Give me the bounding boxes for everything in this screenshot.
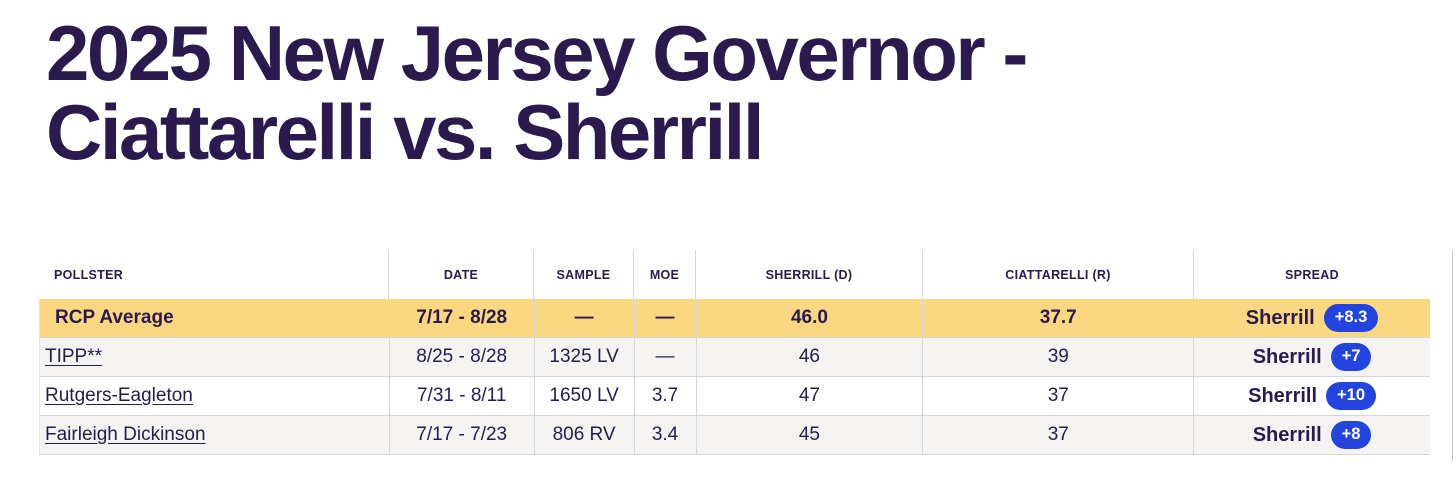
sherrill-result-cell: 45 (695, 416, 923, 454)
sample-cell: 806 RV (533, 416, 634, 454)
column-header-pollster: POLLSTER (54, 267, 124, 282)
column-header-sample: SAMPLE (533, 250, 633, 299)
page-title: 2025 New Jersey Governor - Ciattarelli v… (46, 9, 1028, 176)
moe-cell: 3.4 (633, 416, 696, 454)
pollster-link[interactable]: Fairleigh Dickinson (45, 424, 206, 445)
column-header-spread: SPREAD (1193, 250, 1430, 299)
column-header-sherrill-d: SHERRILL (D) (695, 250, 922, 299)
date-cell: 7/17 - 7/23 (388, 416, 534, 454)
sample-cell: 1325 LV (533, 338, 634, 376)
table-body: RCP Average 7/17 - 8/28 — — 46.0 37.7 Sh… (39, 299, 1430, 455)
date-cell: 7/17 - 8/28 (388, 299, 534, 337)
spread-leader-label: Sherrill (1245, 306, 1315, 329)
pollster-name: RCP Average (55, 307, 174, 328)
sherrill-result-cell: 46 (695, 338, 923, 376)
ciattarelli-result-cell: 37 (922, 377, 1193, 415)
spread-cell: Sherrill +8.3 (1193, 299, 1430, 337)
rcp-average-row: RCP Average 7/17 - 8/28 — — 46.0 37.7 Sh… (40, 299, 1430, 338)
column-header-ciattarelli-r: CIATTARELLI (R) (922, 250, 1193, 299)
moe-cell: — (633, 299, 696, 337)
poll-row: TIPP** 8/25 - 8/28 1325 LV — 46 39 Sherr… (40, 338, 1430, 377)
page-title-line2: Ciattarelli vs. Sherrill (46, 88, 765, 176)
pollster-link[interactable]: Rutgers-Eagleton (45, 385, 193, 406)
date-cell: 7/31 - 8/11 (388, 377, 534, 415)
sherrill-result-cell: 46.0 (695, 299, 923, 337)
spread-badge: +8 (1330, 421, 1372, 449)
spread-cell: Sherrill +8 (1193, 416, 1430, 454)
pollster-cell: RCP Average (40, 299, 389, 337)
table-right-edge-divider (1452, 250, 1453, 461)
spread-leader-label: Sherrill (1252, 345, 1322, 368)
poll-row: Fairleigh Dickinson 7/17 - 7/23 806 RV 3… (40, 416, 1430, 455)
moe-cell: — (633, 338, 696, 376)
spread-badge: +10 (1326, 382, 1377, 410)
page-title-line1: 2025 New Jersey Governor - (46, 9, 1028, 97)
sample-cell: — (533, 299, 634, 337)
column-header-date: DATE (388, 250, 533, 299)
ciattarelli-result-cell: 37 (922, 416, 1193, 454)
spread-badge: +8.3 (1323, 304, 1379, 332)
ciattarelli-result-cell: 39 (922, 338, 1193, 376)
pollster-cell: Fairleigh Dickinson (40, 416, 389, 454)
polls-table: POLLSTER DATE SAMPLE MOE SHERRILL (D) CI… (39, 250, 1430, 455)
spread-badge: +7 (1330, 343, 1372, 371)
poll-row: Rutgers-Eagleton 7/31 - 8/11 1650 LV 3.7… (40, 377, 1430, 416)
pollster-link[interactable]: TIPP** (45, 346, 103, 367)
sherrill-result-cell: 47 (695, 377, 923, 415)
spread-cell: Sherrill +10 (1193, 377, 1430, 415)
pollster-cell: Rutgers-Eagleton (40, 377, 389, 415)
sample-cell: 1650 LV (533, 377, 634, 415)
column-header-moe: MOE (633, 250, 695, 299)
pollster-cell: TIPP** (40, 338, 389, 376)
spread-leader-label: Sherrill (1248, 384, 1318, 407)
spread-leader-label: Sherrill (1252, 423, 1322, 446)
table-header-row: POLLSTER DATE SAMPLE MOE SHERRILL (D) CI… (39, 250, 1430, 299)
date-cell: 8/25 - 8/28 (388, 338, 534, 376)
moe-cell: 3.7 (633, 377, 696, 415)
ciattarelli-result-cell: 37.7 (922, 299, 1193, 337)
spread-cell: Sherrill +7 (1193, 338, 1430, 376)
